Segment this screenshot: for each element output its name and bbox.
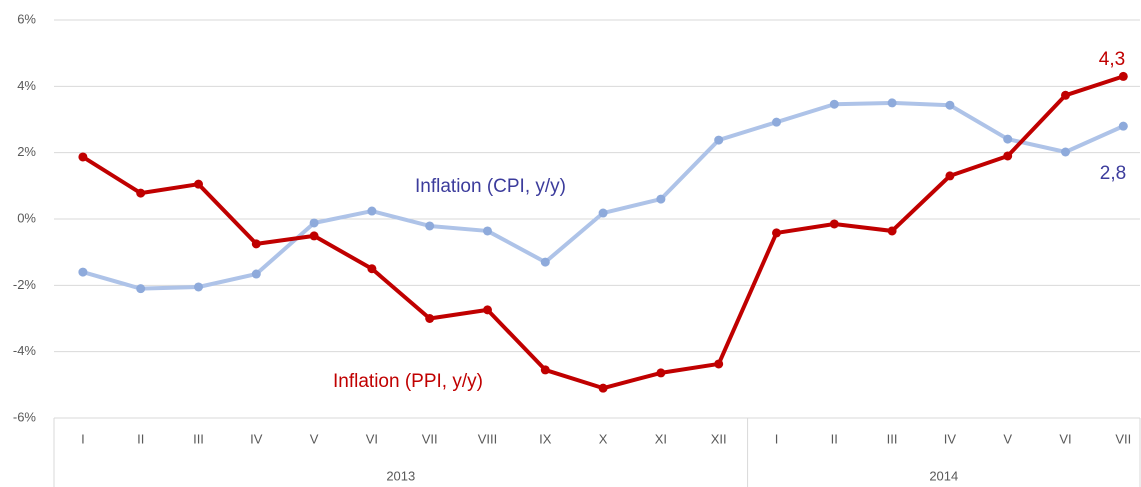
point	[829, 99, 839, 109]
point	[714, 135, 724, 145]
point	[945, 100, 955, 110]
x-tick-label: IX	[539, 431, 552, 446]
point	[194, 282, 203, 292]
y-tick-label: 0%	[17, 210, 36, 225]
point	[1003, 151, 1013, 161]
x-tick-label: XI	[655, 431, 667, 446]
point	[772, 228, 781, 238]
point	[78, 152, 88, 162]
x-tick-label: VIII	[478, 431, 498, 446]
value-label: 4,3	[1099, 49, 1125, 70]
point	[887, 98, 897, 108]
point	[656, 368, 666, 378]
point	[829, 219, 839, 229]
x-tick-label: V	[1003, 431, 1012, 446]
point	[1061, 90, 1070, 100]
y-tick-label: -2%	[13, 277, 37, 292]
point	[136, 188, 146, 198]
x-tick-label: VI	[1059, 431, 1071, 446]
point	[1061, 147, 1070, 157]
x-tick-label: V	[310, 431, 319, 446]
point	[78, 267, 88, 277]
point	[251, 269, 261, 279]
point	[309, 231, 319, 241]
point	[598, 208, 608, 218]
point	[425, 314, 435, 323]
y-tick-label: -4%	[13, 343, 37, 358]
point	[251, 239, 261, 249]
point	[1118, 71, 1128, 81]
x-tick-label: II	[137, 431, 144, 446]
value-label: 2,8	[1100, 163, 1126, 184]
point	[656, 194, 666, 204]
group-label: 2013	[386, 468, 415, 483]
series-line	[82, 100, 1125, 291]
point	[540, 365, 550, 375]
x-tick-label: IV	[944, 431, 957, 446]
x-tick-label: III	[887, 431, 898, 446]
group-label: 2014	[929, 468, 958, 483]
point	[772, 117, 781, 127]
point	[483, 305, 492, 315]
x-tick-label: I	[81, 431, 85, 446]
x-tick-label: I	[775, 431, 779, 446]
y-tick-label: -6%	[13, 409, 37, 424]
point	[887, 226, 897, 236]
y-tick-label: 6%	[17, 11, 36, 26]
point	[1003, 134, 1013, 144]
x-tick-label: IV	[250, 431, 263, 446]
point	[540, 257, 550, 267]
series-line	[81, 74, 1124, 391]
point	[194, 179, 203, 189]
point	[367, 206, 377, 216]
point	[598, 383, 608, 393]
x-tick-label: III	[193, 431, 204, 446]
x-tick-label: XII	[711, 431, 727, 446]
point	[1118, 121, 1128, 131]
point	[945, 171, 955, 181]
y-tick-label: 4%	[17, 78, 36, 93]
x-tick-label: VI	[366, 431, 378, 446]
x-tick-label: X	[599, 431, 608, 446]
x-tick-label: VII	[1115, 431, 1131, 446]
point	[309, 218, 319, 228]
x-tick-label: VII	[422, 431, 438, 446]
series-label: Inflation (PPI, y/y)	[333, 371, 483, 392]
point	[367, 264, 377, 274]
point	[483, 226, 492, 236]
point	[425, 221, 435, 231]
x-tick-label: II	[831, 431, 838, 446]
y-tick-label: 2%	[17, 144, 36, 159]
point	[714, 359, 724, 369]
point	[136, 284, 146, 294]
series-label: Inflation (CPI, y/y)	[415, 176, 566, 197]
